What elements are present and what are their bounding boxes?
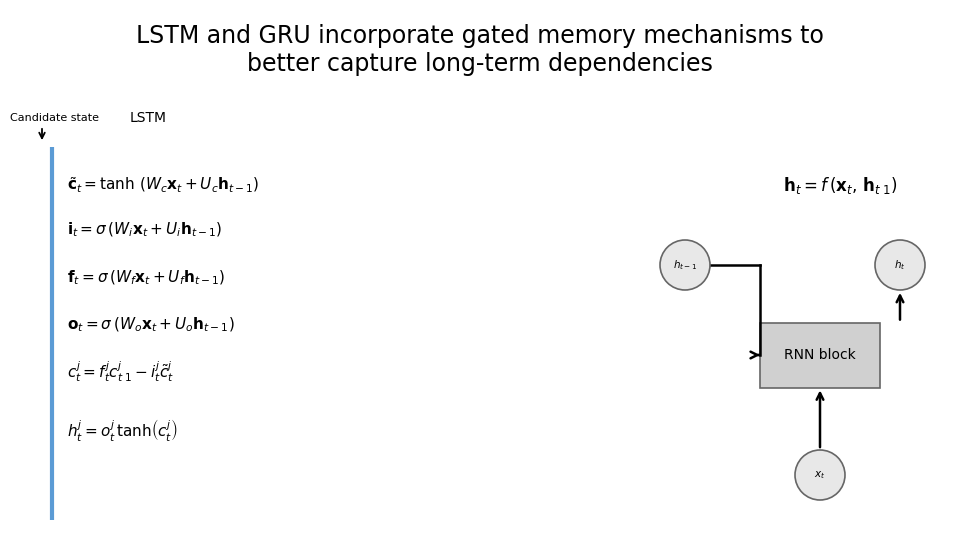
FancyBboxPatch shape: [760, 322, 880, 388]
Text: $h_t^j = o_t^j\,\tanh\!\left(c_t^j\right)$: $h_t^j = o_t^j\,\tanh\!\left(c_t^j\right…: [67, 417, 178, 443]
Text: $\mathbf{i}_t = \sigma\,(W_i\mathbf{x}_t + U_i\mathbf{h}_{t-1})$: $\mathbf{i}_t = \sigma\,(W_i\mathbf{x}_t…: [67, 221, 223, 239]
Text: $h_{t-1}$: $h_{t-1}$: [673, 258, 697, 272]
Text: RNN block: RNN block: [784, 348, 856, 362]
Text: $\mathbf{h}_t = f\,(\mathbf{x}_t,\,\mathbf{h}_{t\;1})$: $\mathbf{h}_t = f\,(\mathbf{x}_t,\,\math…: [782, 174, 898, 195]
Text: $\tilde{\mathbf{c}}_t = \tanh\,(W_c\mathbf{x}_t + U_c\mathbf{h}_{t-1})$: $\tilde{\mathbf{c}}_t = \tanh\,(W_c\math…: [67, 176, 259, 194]
Text: Candidate state: Candidate state: [10, 113, 99, 123]
Text: $c_t^j = f_t^j c_{t\;1}^j - i_t^j \tilde{c}_t^j$: $c_t^j = f_t^j c_{t\;1}^j - i_t^j \tilde…: [67, 360, 174, 384]
Text: LSTM: LSTM: [130, 111, 167, 125]
Text: $\mathbf{o}_t = \sigma\,(W_o\mathbf{x}_t + U_o\mathbf{h}_{t-1})$: $\mathbf{o}_t = \sigma\,(W_o\mathbf{x}_t…: [67, 316, 235, 334]
Text: $\mathbf{f}_t = \sigma\,(W_f\mathbf{x}_t + U_f\mathbf{h}_{t-1})$: $\mathbf{f}_t = \sigma\,(W_f\mathbf{x}_t…: [67, 269, 226, 287]
Text: $x_t$: $x_t$: [814, 469, 826, 481]
Text: LSTM and GRU incorporate gated memory mechanisms to
better capture long-term dep: LSTM and GRU incorporate gated memory me…: [136, 24, 824, 76]
Text: $h_t$: $h_t$: [894, 258, 906, 272]
Circle shape: [795, 450, 845, 500]
Circle shape: [875, 240, 925, 290]
Circle shape: [660, 240, 710, 290]
